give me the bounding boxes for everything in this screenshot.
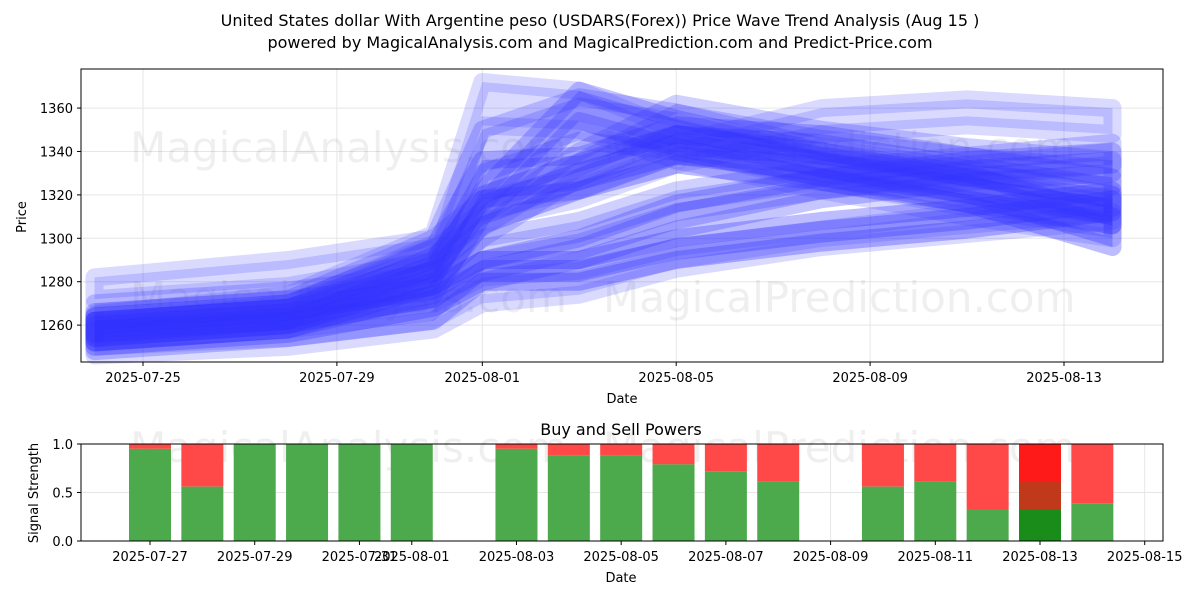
buy-power-bar — [495, 448, 538, 541]
signal-x-tick-label: 2025-08-09 — [793, 550, 869, 565]
price-y-tick-label: 1280 — [40, 276, 73, 291]
signal-x-ticks: 2025-07-27 2025-07-29 2025-07-312025-08-01… — [112, 541, 1182, 565]
wave-band — [85, 88, 1122, 343]
wave-band — [85, 133, 1122, 343]
watermark-prediction-lower: MagicalPrediction.com — [603, 273, 1076, 322]
watermark-analysis-lower: MagicalAnalysis.com — [130, 273, 567, 322]
price-grid — [81, 69, 1163, 362]
signal-x-tick-label: 2025-08-05 — [583, 550, 659, 565]
buy-power-bar — [390, 444, 433, 541]
chart-subtitle: powered by MagicalAnalysis.com and Magic… — [267, 33, 932, 52]
signal-y-ticks: 0.0 0.5 1.0 — [52, 438, 81, 550]
buy-power-bar — [547, 455, 590, 541]
sell-power-bar — [129, 444, 171, 449]
sell-power-bar — [181, 444, 224, 487]
price-y-tick-label: 1300 — [40, 232, 73, 247]
price-x-tick-label: 2025-08-01 — [445, 371, 521, 386]
mixed-power-bar — [1019, 481, 1061, 509]
price-wave-chart: MagicalAnalysis.com MagicalPrediction.co… — [15, 68, 1164, 407]
sell-power-bar — [861, 444, 904, 487]
buy-power-bar — [861, 486, 904, 541]
buy-power-bar — [129, 448, 171, 541]
sell-power-bar — [495, 444, 538, 449]
sell-power-bar — [704, 444, 747, 472]
buy-power-bar — [652, 464, 695, 541]
buy-power-bar — [966, 508, 1009, 541]
signal-y-label: Signal Strength — [27, 443, 42, 543]
wave-band — [85, 116, 1122, 348]
buy-sell-title: Buy and Sell Powers — [540, 420, 702, 439]
price-y-tick-label: 1320 — [40, 189, 73, 204]
buy-power-bar — [914, 481, 957, 541]
price-x-tick-label: 2025-07-25 — [105, 371, 181, 386]
signal-x-tick-label: 2025-08-13 — [1002, 550, 1078, 565]
wave-band — [85, 73, 1122, 345]
wave-band — [85, 94, 1122, 348]
buy-power-bar — [1019, 508, 1061, 541]
signal-x-tick-label: 2025-08-07 — [688, 550, 764, 565]
buy-power-bar — [181, 486, 224, 541]
wave-bands — [85, 73, 1122, 365]
price-x-tick-label: 2025-08-09 — [832, 371, 908, 386]
buy-power-bar — [600, 455, 643, 541]
signal-x-tick-label: 2025-07-31 — [322, 550, 398, 565]
watermark-prediction: MagicalPrediction.com — [603, 123, 1076, 172]
sell-power-bar — [600, 444, 643, 456]
buy-power-bar — [704, 471, 747, 541]
signal-x-tick-label: 2025-07-27 — [112, 550, 188, 565]
signal-bars — [129, 444, 1114, 541]
price-x-tick-label: 2025-07-29 — [299, 371, 375, 386]
sell-power-bar — [547, 444, 590, 456]
signal-x-tick-label: 2025-08-03 — [479, 550, 555, 565]
wave-band — [85, 125, 1122, 352]
signal-x-tick-label: 2025-07-29 — [217, 550, 293, 565]
price-y-label: Price — [15, 201, 30, 233]
signal-x-tick-label: 2025-08-01 — [374, 550, 450, 565]
price-x-tick-label: 2025-08-05 — [638, 371, 714, 386]
signal-x-tick-label: 2025-08-11 — [898, 550, 974, 565]
wave-band — [85, 81, 1122, 352]
wave-band — [85, 90, 1122, 309]
buy-power-bar — [1071, 503, 1114, 541]
sell-power-bar — [966, 444, 1009, 509]
buy-sell-chart: Buy and Sell Powers MagicalAnalysis.com … — [27, 420, 1182, 586]
buy-power-bar — [338, 444, 381, 541]
buy-power-bar — [233, 444, 276, 541]
sell-power-bar — [914, 444, 957, 482]
wave-band — [85, 181, 1122, 356]
wave-band — [85, 185, 1122, 365]
buy-power-bar — [757, 481, 800, 541]
sell-power-bar — [652, 444, 695, 465]
signal-x-label: Date — [605, 571, 636, 586]
signal-y-tick-label: 0.0 — [52, 535, 73, 550]
price-y-ticks: 1260 1280 1300 1320 1340 1360 — [40, 102, 81, 334]
price-plot-frame — [80, 68, 1164, 363]
sell-power-bar — [757, 444, 800, 482]
price-x-ticks: 2025-07-25 2025-07-29 2025-08-01 2025-08-05… — [105, 362, 1102, 386]
price-y-tick-label: 1340 — [40, 145, 73, 160]
price-x-label: Date — [606, 392, 637, 407]
price-plot-area — [81, 69, 1163, 362]
sell-power-bar — [1071, 444, 1114, 504]
wave-band — [85, 142, 1122, 361]
watermark-analysis: MagicalAnalysis.com — [130, 123, 567, 172]
signal-x-tick-label: 2025-08-15 — [1107, 550, 1183, 565]
price-y-tick-label: 1260 — [40, 319, 73, 334]
price-x-tick-label: 2025-08-13 — [1026, 371, 1102, 386]
buy-power-bar — [286, 444, 329, 541]
price-watermarks: MagicalAnalysis.com MagicalPrediction.co… — [130, 123, 1076, 322]
price-y-tick-label: 1360 — [40, 102, 73, 117]
signal-y-tick-label: 1.0 — [52, 438, 73, 453]
signal-y-tick-label: 0.5 — [52, 487, 73, 502]
chart-title: United States dollar With Argentine peso… — [221, 11, 980, 30]
